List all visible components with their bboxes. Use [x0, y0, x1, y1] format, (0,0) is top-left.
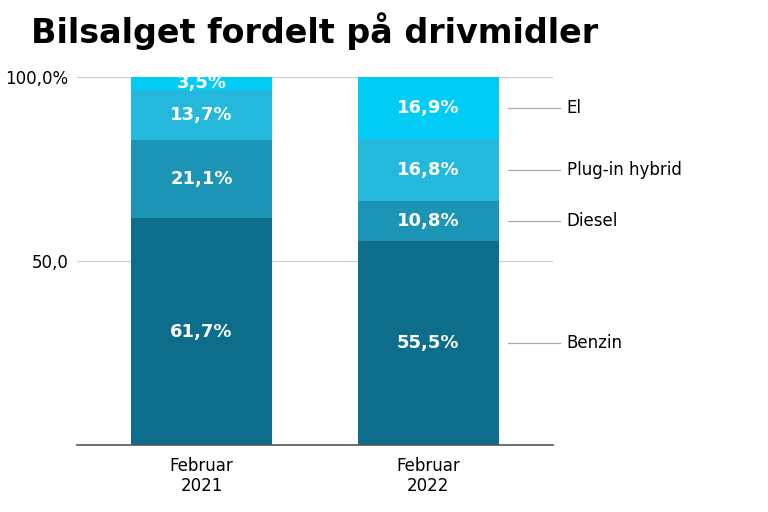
- Bar: [358, 201, 498, 241]
- Text: 3,5%: 3,5%: [177, 74, 227, 92]
- Text: 16,9%: 16,9%: [397, 99, 459, 117]
- Text: Benzin: Benzin: [567, 334, 623, 352]
- Text: 61,7%: 61,7%: [170, 323, 233, 340]
- Text: 13,7%: 13,7%: [170, 106, 233, 124]
- Bar: [131, 218, 272, 445]
- Text: 16,8%: 16,8%: [397, 161, 459, 179]
- Bar: [358, 139, 498, 201]
- Text: Plug-in hybrid: Plug-in hybrid: [567, 161, 681, 179]
- Text: 10,8%: 10,8%: [397, 212, 459, 230]
- Bar: [131, 140, 272, 218]
- Text: Bilsalget fordelt på drivmidler: Bilsalget fordelt på drivmidler: [31, 12, 598, 50]
- Bar: [358, 241, 498, 445]
- Text: 55,5%: 55,5%: [397, 334, 459, 352]
- Bar: [131, 77, 272, 90]
- Text: 21,1%: 21,1%: [170, 170, 233, 188]
- Text: El: El: [567, 99, 581, 117]
- Bar: [358, 77, 498, 139]
- Bar: [131, 90, 272, 140]
- Text: Diesel: Diesel: [567, 212, 618, 230]
